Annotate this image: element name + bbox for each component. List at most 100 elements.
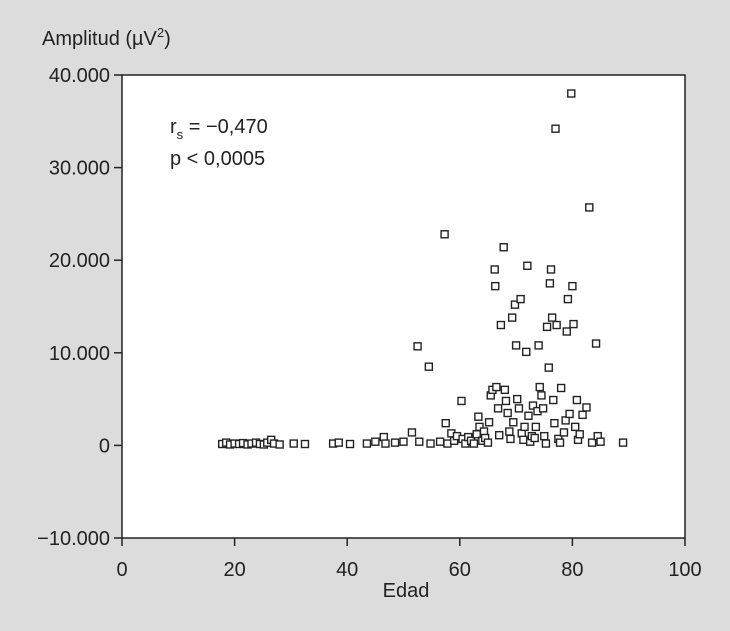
data-point: [534, 341, 543, 350]
y-tick-label: 40.000: [49, 65, 110, 87]
data-point: [399, 437, 408, 446]
data-point: [542, 322, 552, 332]
data-point: [541, 439, 551, 448]
data-point: [524, 411, 533, 420]
data-point: [585, 203, 594, 212]
x-tick-label: 20: [223, 559, 245, 581]
data-point: [492, 382, 501, 392]
x-tick-label: 100: [668, 559, 701, 581]
x-tick-label: 80: [561, 559, 583, 581]
data-point: [565, 409, 574, 419]
data-point: [413, 342, 422, 351]
data-point: [545, 279, 555, 288]
data-point: [275, 440, 284, 449]
x-axis-label: Edad: [383, 580, 430, 602]
data-point: [546, 265, 556, 274]
data-point: [520, 422, 529, 432]
data-point: [582, 403, 591, 412]
plot-area: [121, 74, 686, 539]
data-point: [443, 439, 452, 448]
data-point: [516, 294, 525, 304]
data-point: [528, 401, 538, 410]
y-tick-label: −10.000: [37, 528, 110, 550]
data-point: [531, 422, 541, 432]
data-point: [549, 395, 558, 405]
data-point: [440, 230, 449, 239]
rs-subscript: s: [177, 127, 184, 142]
data-point: [495, 431, 504, 440]
data-point: [578, 410, 587, 420]
data-point: [435, 437, 445, 446]
data-point: [562, 327, 571, 336]
data-point: [522, 347, 531, 357]
p-value-annotation: p < 0,0005: [170, 148, 265, 170]
data-point: [514, 404, 524, 413]
data-point: [571, 422, 580, 432]
data-point: [345, 439, 355, 449]
rs-annotation: rs = −0,470: [170, 116, 268, 142]
data-point: [563, 294, 573, 304]
data-point: [493, 404, 503, 413]
data-point: [362, 439, 372, 448]
data-point: [475, 422, 484, 432]
data-point: [530, 433, 539, 443]
data-point: [503, 408, 512, 418]
data-point: [469, 439, 479, 448]
y-axis-ticks: −10.000 0 10.000 20.000 30.000 40.000: [37, 65, 122, 550]
data-point: [484, 418, 494, 427]
data-point: [540, 431, 549, 441]
x-axis-ticks: 0 20 40 60 80 100: [116, 538, 702, 581]
y-tick-label: 20.000: [49, 250, 110, 272]
data-point: [457, 396, 466, 406]
data-point: [334, 438, 343, 447]
data-point: [415, 437, 424, 446]
data-point: [556, 383, 566, 393]
data-point: [483, 438, 493, 447]
data-point: [519, 435, 528, 445]
data-point: [500, 385, 510, 395]
data-point: [572, 395, 582, 405]
y-axis-label-superscript: 2: [157, 25, 164, 40]
data-point: [424, 362, 434, 371]
data-point: [509, 418, 518, 427]
data-point: [559, 428, 569, 437]
data-point: [537, 391, 546, 400]
y-axis-label: Amplitud (µV2): [42, 25, 171, 50]
data-point: [547, 313, 557, 322]
data-point: [551, 124, 560, 133]
data-point: [596, 437, 605, 446]
x-tick-label: 40: [336, 559, 358, 581]
data-point: [618, 438, 628, 447]
data-point: [506, 434, 515, 444]
data-point: [523, 261, 532, 270]
data-point: [505, 427, 514, 436]
data-point: [569, 319, 578, 329]
data-point: [289, 439, 298, 448]
data-point: [490, 265, 499, 274]
data-point: [591, 339, 601, 348]
data-point: [567, 89, 576, 98]
data-point: [568, 281, 577, 291]
data-point: [544, 363, 553, 372]
data-point: [474, 412, 483, 421]
data-point: [390, 438, 400, 447]
data-point: [507, 313, 517, 322]
x-tick-label: 60: [449, 559, 471, 581]
data-point: [381, 439, 390, 448]
y-tick-label: 30.000: [49, 158, 110, 180]
data-point: [501, 396, 511, 406]
data-point: [300, 439, 310, 449]
data-point: [538, 404, 548, 413]
data-point: [552, 320, 561, 330]
data-point: [426, 439, 435, 448]
data-point: [511, 341, 521, 350]
data-point: [491, 281, 500, 291]
y-tick-label: 10.000: [49, 343, 110, 365]
data-point: [407, 428, 417, 437]
data-point: [513, 394, 522, 404]
data-point: [550, 418, 559, 428]
data-point: [575, 430, 584, 439]
x-tick-label: 0: [116, 559, 127, 581]
data-point: [441, 418, 450, 428]
